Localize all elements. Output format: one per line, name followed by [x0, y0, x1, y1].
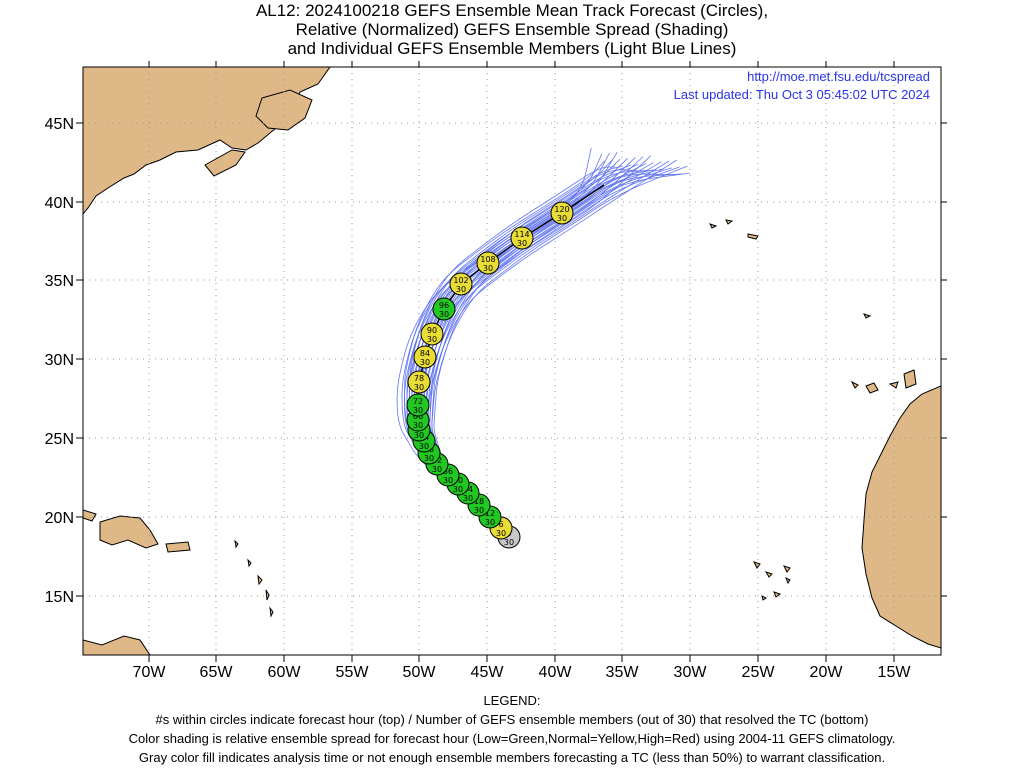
member-count-label: 30: [504, 538, 514, 547]
member-count-label: 30: [414, 383, 424, 392]
member-count-label: 30: [414, 431, 424, 440]
member-count-label: 30: [439, 310, 449, 319]
forecast-hour-label: 120: [554, 205, 569, 214]
forecast-circle-marker: [550, 201, 574, 225]
forecast-circle-marker: [449, 272, 473, 296]
member-count-label: 30: [485, 518, 495, 527]
lon-label: 45W: [471, 664, 505, 681]
member-count-label: 30: [557, 214, 567, 223]
forecast-hour-label: 96: [439, 301, 449, 310]
member-count-label: 30: [453, 485, 463, 494]
forecast-hour-label: 12: [485, 509, 495, 518]
canary-islands: [850, 369, 917, 394]
lon-label: 55W: [336, 664, 370, 681]
cuba-land: [83, 509, 97, 522]
lon-label: 70W: [133, 664, 167, 681]
member-count-label: 30: [463, 494, 473, 503]
lon-label: 35W: [606, 664, 640, 681]
lesser-antilles-land: [234, 539, 274, 618]
member-count-label: 30: [419, 442, 429, 451]
land-layer: [83, 67, 941, 655]
legend-heading: LEGEND:: [483, 693, 541, 708]
member-count-label: 30: [413, 421, 423, 430]
legend-line-2: Color shading is relative ensemble sprea…: [128, 731, 896, 746]
forecast-hour-label: 36: [443, 467, 453, 476]
forecast-circle-marker: [432, 297, 456, 321]
forecast-hour-label: 78: [414, 374, 424, 383]
forecast-circle-marker: [413, 345, 437, 369]
lat-label: 40N: [45, 195, 74, 212]
info-url[interactable]: http://moe.met.fsu.edu/tcspread: [747, 69, 930, 84]
title-line-3: and Individual GEFS Ensemble Members (Li…: [287, 39, 737, 58]
lat-label: 35N: [45, 273, 74, 290]
madeira-island: [863, 313, 872, 319]
lon-label: 30W: [674, 664, 708, 681]
map-frame: [82, 66, 942, 656]
axis-ticks: 70W 65W 60W 55W 50W 45W 40W 35W 30W 25W 20W 15W 45N 4…: [45, 61, 947, 681]
hispaniola-land: [99, 515, 159, 549]
member-count-label: 30: [424, 454, 434, 463]
forecast-hour-label: 84: [420, 349, 430, 358]
puerto-rico-land: [165, 541, 191, 553]
lon-label: 50W: [403, 664, 437, 681]
forecast-circle-marker: [420, 322, 444, 346]
forecast-circle-marker: [406, 393, 430, 417]
lat-label: 20N: [45, 510, 74, 527]
lat-label: 25N: [45, 431, 74, 448]
member-count-label: 30: [456, 285, 466, 294]
forecast-hour-label: 72: [413, 397, 423, 406]
nova-scotia-land: [204, 149, 246, 177]
azores-islands: [709, 219, 759, 240]
forecast-hour-label: 114: [514, 230, 529, 239]
lon-label: 20W: [810, 664, 844, 681]
forecast-hour-label: 90: [427, 326, 437, 335]
lon-label: 40W: [539, 664, 573, 681]
member-count-label: 30: [483, 264, 493, 273]
forecast-hour-label: 102: [453, 276, 468, 285]
forecast-circles: 0306301230183024303030363042304830543060…: [406, 201, 574, 549]
legend-line-3: Gray color fill indicates analysis time …: [138, 750, 886, 765]
member-count-label: 30: [427, 335, 437, 344]
legend: LEGEND: #s within circles indicate forec…: [0, 691, 1024, 767]
title-line-2: Relative (Normalized) GEFS Ensemble Spre…: [295, 20, 729, 39]
forecast-hour-label: 18: [474, 497, 484, 506]
lon-label: 25W: [742, 664, 776, 681]
forecast-circle-marker: [407, 370, 431, 394]
member-count-label: 30: [420, 358, 430, 367]
legend-line-1: #s within circles indicate forecast hour…: [155, 712, 869, 727]
south-america-land: [83, 635, 151, 655]
member-count-label: 30: [474, 506, 484, 515]
forecast-circle-marker: [476, 251, 500, 275]
lon-label: 65W: [200, 664, 234, 681]
forecast-hour-label: 108: [480, 255, 495, 264]
member-count-label: 30: [432, 465, 442, 474]
africa-land: [861, 385, 941, 649]
lon-label: 15W: [878, 664, 912, 681]
lat-label: 15N: [45, 589, 74, 606]
graticule: [83, 67, 941, 655]
info-last-updated: Last updated: Thu Oct 3 05:45:02 UTC 202…: [674, 87, 930, 102]
forecast-circle-marker: [510, 226, 534, 250]
member-count-label: 30: [443, 476, 453, 485]
lat-label: 30N: [45, 352, 74, 369]
member-count-label: 30: [413, 406, 423, 415]
member-count-label: 30: [517, 239, 527, 248]
member-count-label: 30: [496, 529, 506, 538]
forecast-hour-label: 6: [498, 520, 503, 529]
lat-label: 45N: [45, 116, 74, 133]
title-line-1: AL12: 2024100218 GEFS Ensemble Mean Trac…: [255, 1, 769, 20]
lon-label: 60W: [268, 664, 302, 681]
map-background: [83, 67, 941, 655]
